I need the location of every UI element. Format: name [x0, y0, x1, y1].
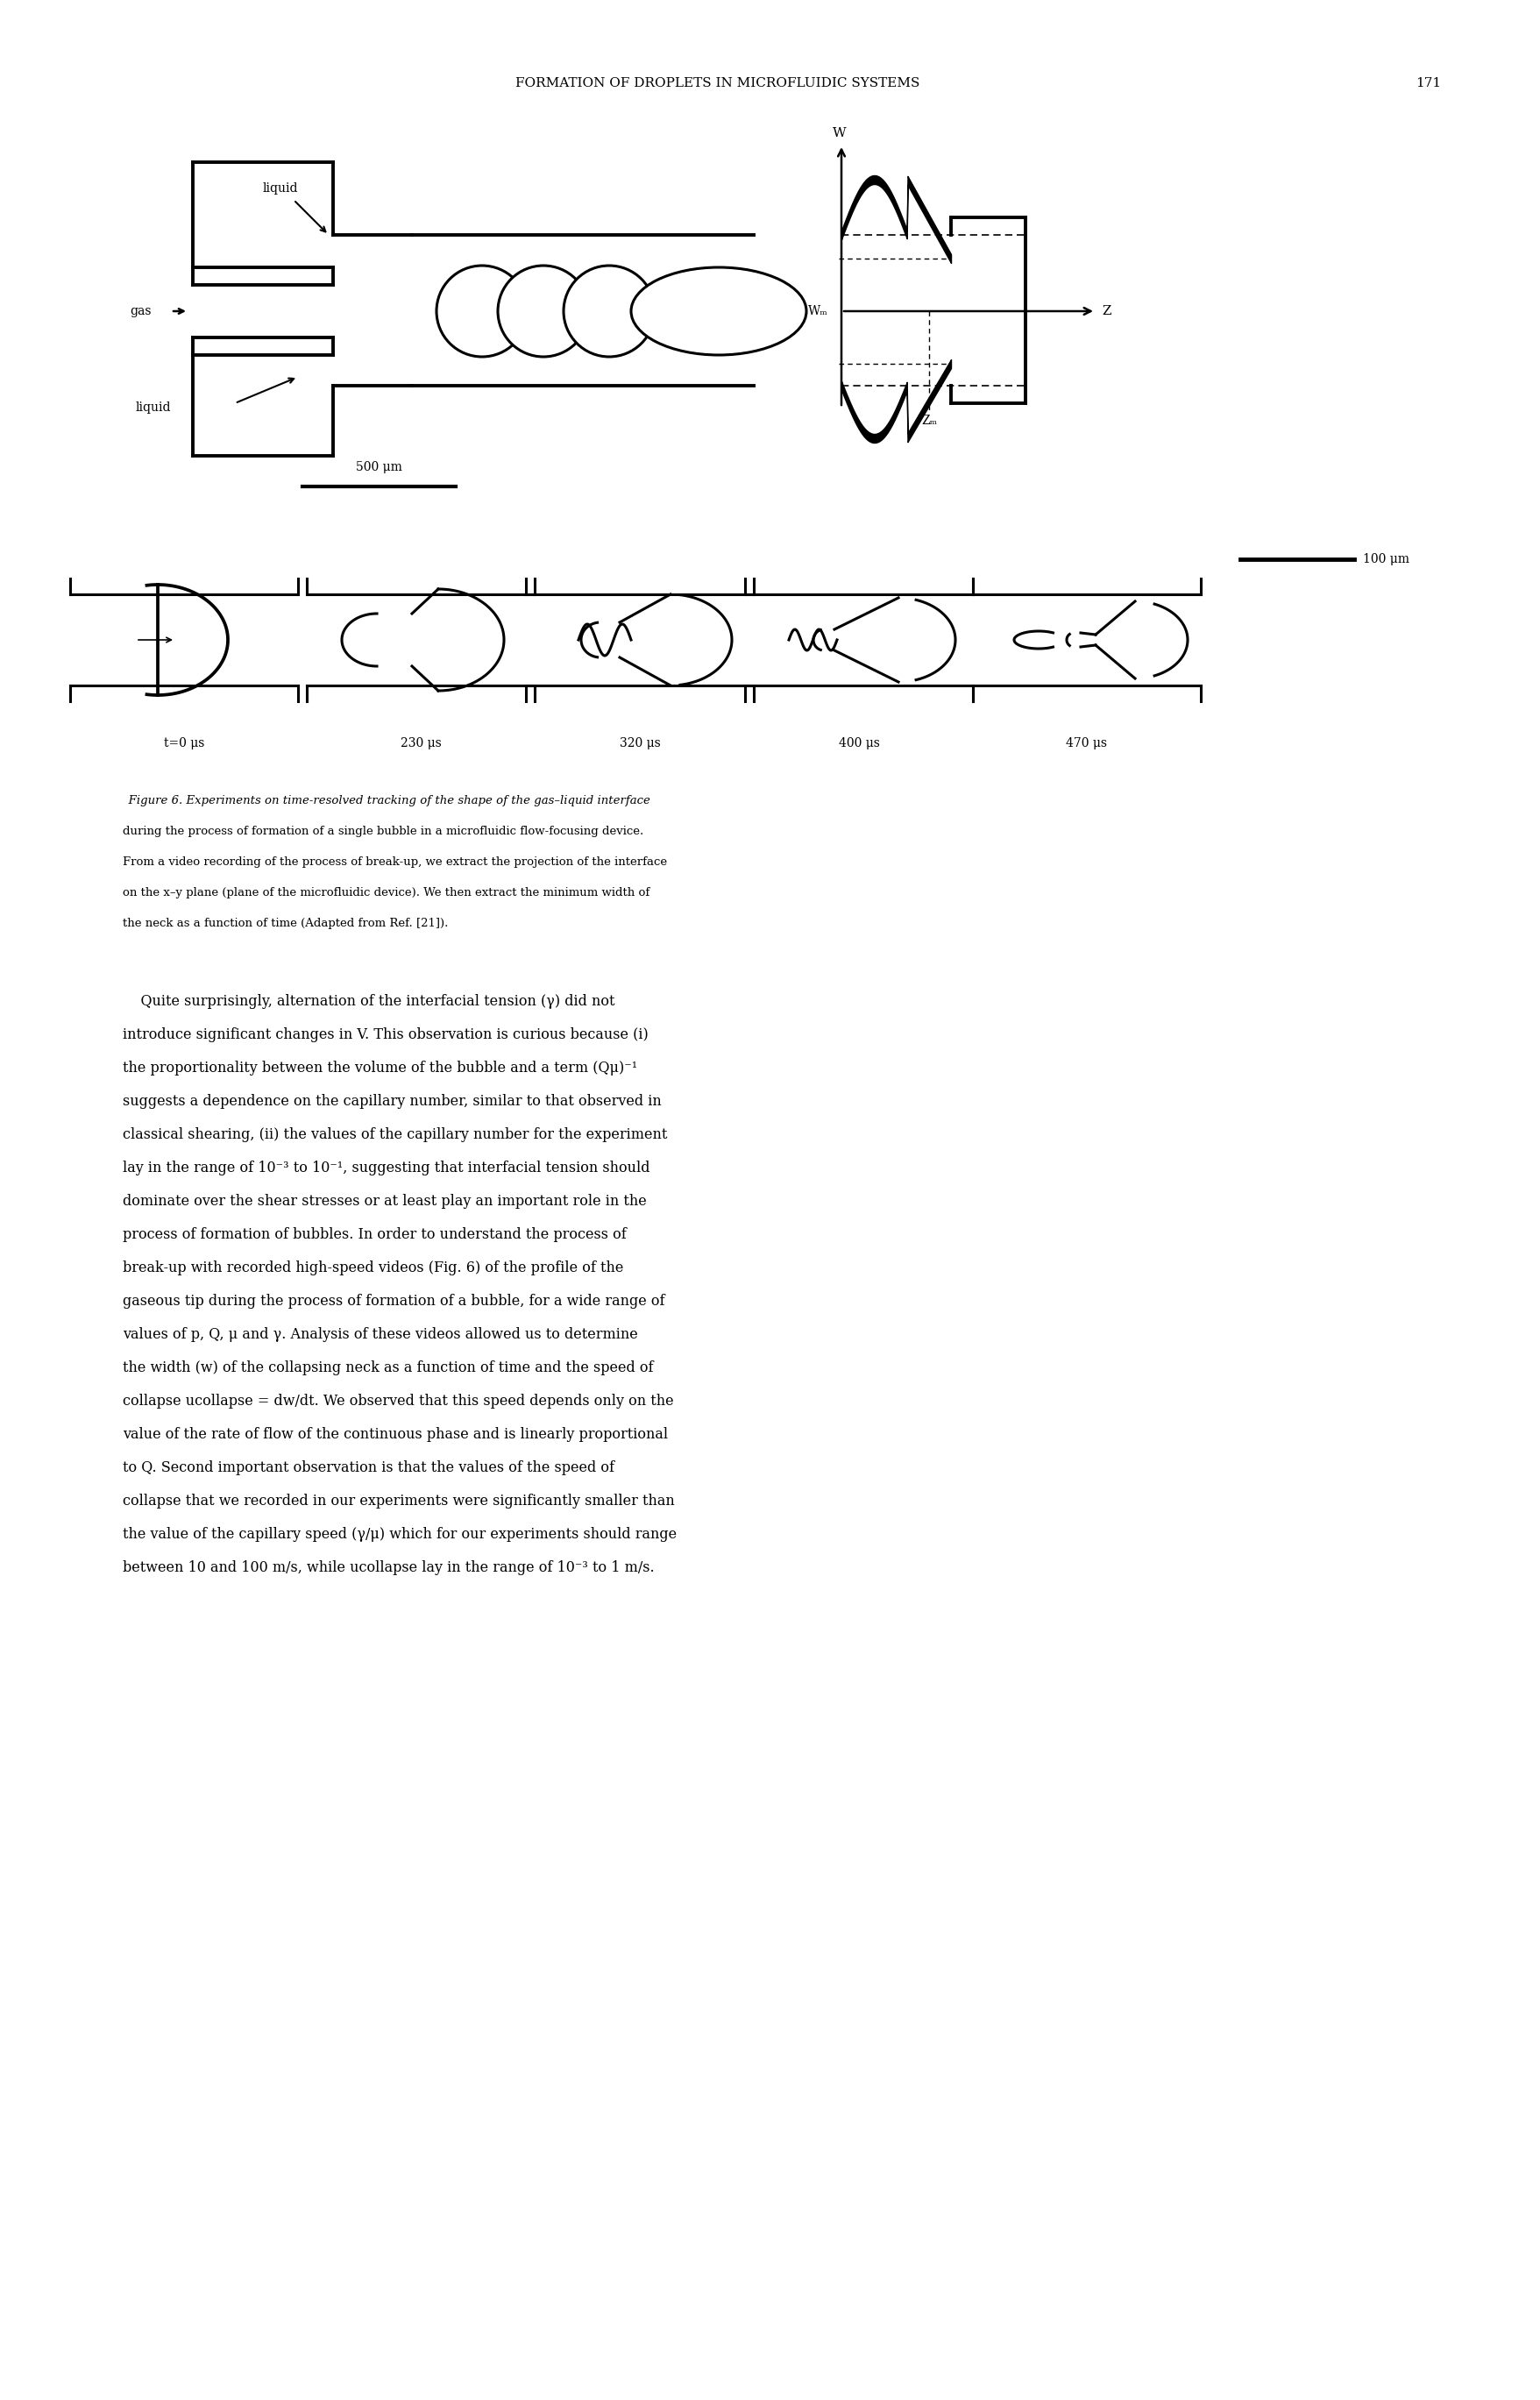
Text: between 10 and 100 m/s, while ucollapse lay in the range of 10⁻³ to 1 m/s.: between 10 and 100 m/s, while ucollapse … — [123, 1560, 654, 1574]
Text: 400 μs: 400 μs — [838, 737, 879, 749]
Text: Zₘ: Zₘ — [921, 415, 936, 427]
Text: introduce significant changes in V. This observation is curious because (i): introduce significant changes in V. This… — [123, 1027, 648, 1042]
Text: collapse ucollapse = dw/dt. We observed that this speed depends only on the: collapse ucollapse = dw/dt. We observed … — [123, 1394, 673, 1409]
Text: Wₘ: Wₘ — [809, 305, 829, 317]
Text: the neck as a function of time (Adapted from Ref. [21]).: the neck as a function of time (Adapted … — [123, 917, 448, 929]
Text: Z: Z — [1103, 305, 1112, 317]
Text: gas: gas — [129, 305, 151, 317]
Text: gaseous tip during the process of formation of a bubble, for a wide range of: gaseous tip during the process of format… — [123, 1294, 665, 1308]
Text: 470 μs: 470 μs — [1066, 737, 1107, 749]
Text: the value of the capillary speed (γ/μ) which for our experiments should range: the value of the capillary speed (γ/μ) w… — [123, 1526, 676, 1541]
Text: FORMATION OF DROPLETS IN MICROFLUIDIC SYSTEMS: FORMATION OF DROPLETS IN MICROFLUIDIC SY… — [516, 77, 919, 89]
Text: values of p, Q, μ and γ. Analysis of these videos allowed us to determine: values of p, Q, μ and γ. Analysis of the… — [123, 1327, 638, 1342]
Text: 230 μs: 230 μs — [400, 737, 440, 749]
Text: the proportionality between the volume of the bubble and a term (Qμ)⁻¹: the proportionality between the volume o… — [123, 1061, 638, 1075]
Text: 320 μs: 320 μs — [619, 737, 661, 749]
Text: during the process of formation of a single bubble in a microfluidic flow-focusi: during the process of formation of a sin… — [123, 826, 644, 838]
Circle shape — [436, 266, 528, 358]
Text: process of formation of bubbles. In order to understand the process of: process of formation of bubbles. In orde… — [123, 1226, 627, 1243]
Text: Quite surprisingly, alternation of the interfacial tension (γ) did not: Quite surprisingly, alternation of the i… — [123, 994, 614, 1008]
Text: classical shearing, (ii) the values of the capillary number for the experiment: classical shearing, (ii) the values of t… — [123, 1128, 667, 1142]
Text: W: W — [833, 127, 847, 139]
Text: 500 μm: 500 μm — [356, 461, 402, 473]
Ellipse shape — [631, 266, 807, 355]
Circle shape — [564, 266, 654, 358]
Text: the width (w) of the collapsing neck as a function of time and the speed of: the width (w) of the collapsing neck as … — [123, 1361, 653, 1375]
Text: t=0 μs: t=0 μs — [163, 737, 205, 749]
Text: liquid: liquid — [136, 401, 171, 413]
Text: dominate over the shear stresses or at least play an important role in the: dominate over the shear stresses or at l… — [123, 1193, 647, 1210]
Circle shape — [497, 266, 588, 358]
Text: lay in the range of 10⁻³ to 10⁻¹, suggesting that interfacial tension should: lay in the range of 10⁻³ to 10⁻¹, sugges… — [123, 1162, 650, 1176]
Text: break-up with recorded high-speed videos (Fig. 6) of the profile of the: break-up with recorded high-speed videos… — [123, 1260, 624, 1274]
Text: liquid: liquid — [263, 182, 299, 194]
Text: value of the rate of flow of the continuous phase and is linearly proportional: value of the rate of flow of the continu… — [123, 1428, 668, 1442]
Text: collapse that we recorded in our experiments were significantly smaller than: collapse that we recorded in our experim… — [123, 1493, 675, 1510]
Text: 100 μm: 100 μm — [1363, 552, 1409, 566]
Text: to Q. Second important observation is that the values of the speed of: to Q. Second important observation is th… — [123, 1459, 614, 1476]
Text: on the x–y plane (plane of the microfluidic device). We then extract the minimum: on the x–y plane (plane of the microflui… — [123, 888, 650, 898]
Text: From a video recording of the process of break-up, we extract the projection of : From a video recording of the process of… — [123, 857, 667, 869]
Text: Figure 6. Experiments on time-resolved tracking of the shape of the gas–liquid i: Figure 6. Experiments on time-resolved t… — [123, 794, 650, 806]
Text: suggests a dependence on the capillary number, similar to that observed in: suggests a dependence on the capillary n… — [123, 1094, 662, 1109]
Text: 171: 171 — [1415, 77, 1441, 89]
